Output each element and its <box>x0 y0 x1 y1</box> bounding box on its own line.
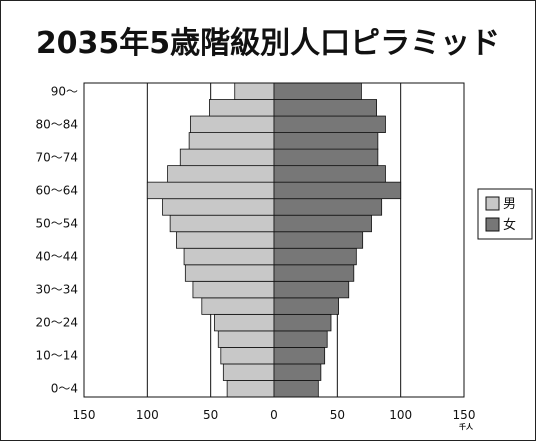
legend-swatch <box>485 217 500 232</box>
bar-female <box>273 115 386 133</box>
bar-female <box>273 247 357 266</box>
x-tick-label: 150 <box>453 408 476 422</box>
y-tick-label: 70〜74 <box>35 150 78 164</box>
bar-female <box>273 99 377 117</box>
legend-label: 男 <box>503 197 516 212</box>
bar-female <box>273 313 332 332</box>
bar-female <box>273 82 362 100</box>
chart-title: 2035年5歳階級別人口ピラミッド <box>35 26 501 61</box>
x-axis-labels: 150 100 50 0 50 100 150 <box>73 408 476 422</box>
bar-male <box>162 198 275 216</box>
y-tick-label: 30〜34 <box>35 283 78 297</box>
legend: 男女 <box>477 188 533 240</box>
y-tick-label: 40〜44 <box>35 250 78 264</box>
bars <box>146 82 402 398</box>
bar-male <box>226 380 275 398</box>
bar-female <box>273 363 322 381</box>
bar-male <box>183 247 275 266</box>
bar-female <box>273 181 402 200</box>
bar-female <box>273 297 339 315</box>
bar-male <box>220 347 275 365</box>
y-axis-labels: 0〜4 10〜14 20〜24 30〜34 40〜44 50〜54 60〜64 70〜74 80… <box>35 84 78 395</box>
bar-female <box>273 231 364 249</box>
x-tick-label: 100 <box>389 408 412 422</box>
legend-swatch <box>485 196 500 211</box>
bar-female <box>273 380 319 398</box>
bar-female <box>273 165 386 183</box>
x-tick-label: 50 <box>203 408 218 422</box>
bar-male <box>167 165 275 183</box>
y-tick-label: 20〜24 <box>35 316 78 330</box>
bar-male <box>217 330 275 348</box>
y-tick-label: 80〜84 <box>35 117 78 131</box>
bar-male <box>184 264 275 282</box>
bar-male <box>192 280 275 299</box>
x-tick-label: 0 <box>270 408 278 422</box>
bar-male <box>189 115 275 133</box>
bar-male <box>169 214 275 233</box>
bar-male <box>201 297 275 315</box>
bar-female <box>273 264 355 282</box>
bar-male <box>214 313 275 332</box>
y-tick-label: 10〜14 <box>35 349 78 363</box>
bar-female <box>273 214 372 233</box>
y-tick-label: 50〜54 <box>35 216 78 230</box>
x-tick-label: 50 <box>330 408 345 422</box>
bar-male <box>208 99 275 117</box>
x-tick-label: 100 <box>136 408 159 422</box>
x-tick-label: 150 <box>73 408 96 422</box>
bar-female <box>273 198 383 216</box>
bar-male <box>179 148 275 167</box>
y-tick-label: 0〜4 <box>51 382 78 396</box>
bar-male <box>146 181 275 200</box>
y-tick-label: 60〜64 <box>35 183 78 197</box>
bar-female <box>273 347 326 365</box>
unit-label: 千人 <box>459 422 474 431</box>
legend-label: 女 <box>503 217 516 233</box>
bar-female <box>273 132 379 150</box>
bar-female <box>273 280 350 299</box>
bar-male <box>222 363 275 381</box>
y-tick-label: 90〜 <box>51 84 78 98</box>
bar-female <box>273 330 328 348</box>
bar-female <box>273 148 379 167</box>
bar-male <box>176 231 275 249</box>
bar-male <box>234 82 275 100</box>
plot-border <box>83 82 465 398</box>
bar-male <box>188 132 275 150</box>
